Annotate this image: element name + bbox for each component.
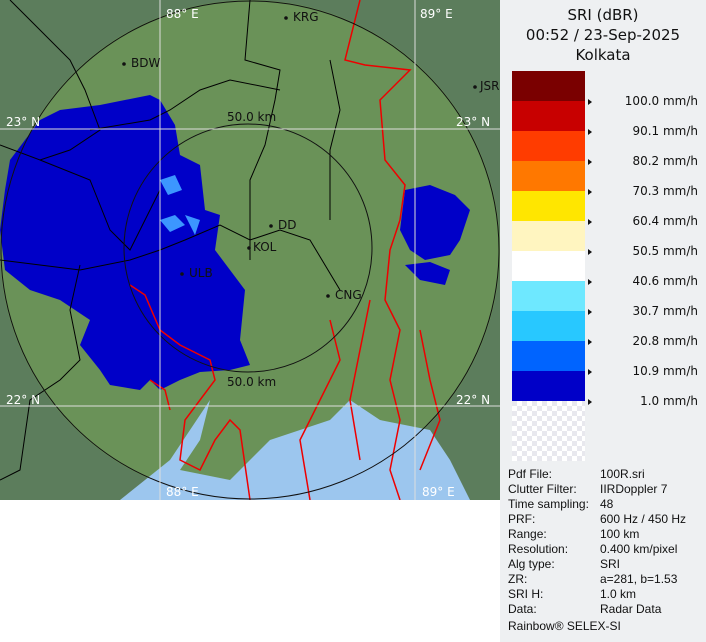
info-value: 0.400 km/pixel — [600, 542, 678, 556]
info-row: SRI H: 1.0 km — [508, 587, 636, 602]
info-value: 1.0 km — [600, 587, 637, 601]
info-value: Radar Data — [600, 602, 662, 616]
info-value: 100R.sri — [600, 467, 645, 481]
city-jsr: JSR — [479, 79, 500, 93]
radar-map[interactable]: 88° E 89° E 88° E 89° E 23° N 23° N 22° … — [0, 0, 500, 500]
info-row: Resolution: 0.400 km/pixel — [508, 542, 677, 557]
info-value: a=281, b=1.53 — [600, 572, 678, 586]
info-row: Alg type: SRI — [508, 557, 620, 572]
info-row: PRF: 600 Hz / 450 Hz — [508, 512, 686, 527]
lon-label-top-89: 89° E — [420, 7, 453, 21]
lon-label-bottom-88: 88° E — [166, 485, 199, 499]
info-row: Time sampling: 48 — [508, 497, 613, 512]
legend-label: 10.9 mm/h — [588, 364, 706, 378]
info-row: Pdf File: 100R.sri — [508, 467, 645, 482]
city-krg: KRG — [293, 10, 319, 24]
timestamp: 00:52 / 23-Sep-2025 — [525, 26, 681, 44]
info-value: 48 — [600, 497, 614, 511]
info-key: Resolution: — [508, 542, 569, 556]
info-key: Range: — [508, 527, 547, 541]
info-key: Time sampling: — [508, 497, 589, 511]
range-ring-label-top: 50.0 km — [227, 110, 276, 124]
info-value: 600 Hz / 450 Hz — [600, 512, 687, 526]
city-bdw: BDW — [131, 56, 160, 70]
city-markers: BDW KRG JSR DD KOL ULB CNG — [122, 10, 500, 302]
legend-band — [512, 161, 585, 191]
graticule — [0, 0, 500, 500]
district-borders — [0, 0, 341, 481]
legend-label: 1.0 mm/h — [588, 394, 706, 408]
range-ring-inner — [123, 123, 373, 373]
legend-band — [512, 221, 585, 251]
legend-label: 30.7 mm/h — [588, 304, 706, 318]
lat-label-right-23: 23° N — [456, 115, 490, 129]
legend-band — [512, 71, 585, 101]
info-key: Alg type: — [508, 557, 555, 571]
city-ulb: ULB — [189, 266, 213, 280]
site-name: Kolkata — [575, 46, 631, 64]
info-value: SRI — [600, 557, 621, 571]
city-dd: DD — [278, 218, 296, 232]
legend-label: 50.5 mm/h — [588, 244, 706, 258]
info-key: Clutter Filter: — [508, 482, 577, 496]
legend-band — [512, 371, 585, 401]
water-bay — [120, 400, 470, 500]
range-ring-outer — [0, 0, 500, 500]
legend-panel: SRI (dBR) 00:52 / 23-Sep-2025 Kolkata 10… — [500, 0, 706, 642]
lat-label-right-22: 22° N — [456, 393, 490, 407]
lat-label-left-23: 23° N — [6, 115, 40, 129]
info-value: IIRDoppler 7 — [600, 482, 668, 496]
info-key: Data: — [508, 602, 537, 616]
info-row: Range: 100 km — [508, 527, 639, 542]
city-cng: CNG — [335, 288, 362, 302]
info-key: ZR: — [508, 572, 528, 586]
range-ring-label-bottom: 50.0 km — [227, 375, 276, 389]
rain-moderate — [160, 175, 200, 235]
legend-label: 80.2 mm/h — [588, 154, 706, 168]
lon-label-bottom-89: 89° E — [422, 485, 455, 499]
info-key: PRF: — [508, 512, 536, 526]
info-value: 100 km — [600, 527, 640, 541]
footer-brand: Rainbow® SELEX-SI — [508, 619, 621, 633]
info-key: Pdf File: — [508, 467, 553, 481]
legend-band — [512, 251, 585, 281]
info-key: SRI H: — [508, 587, 544, 601]
legend-band — [512, 101, 585, 131]
rivers-border — [129, 0, 441, 500]
info-row: Data: Radar Data — [508, 602, 661, 617]
legend-band — [512, 311, 585, 341]
legend-band — [512, 131, 585, 161]
rain-area-east-2 — [405, 262, 450, 285]
lat-label-left-22: 22° N — [6, 393, 40, 407]
legend-band — [512, 191, 585, 221]
legend-band — [512, 341, 585, 371]
city-kol: KOL — [253, 240, 277, 254]
legend-label: 90.1 mm/h — [588, 124, 706, 138]
legend-label: 20.8 mm/h — [588, 334, 706, 348]
legend-no-data-band — [512, 401, 585, 461]
rain-area-east — [400, 185, 470, 260]
info-row: ZR: a=281, b=1.53 — [508, 572, 677, 587]
info-row: Clutter Filter: IIRDoppler 7 — [508, 482, 667, 497]
legend-label: 40.6 mm/h — [588, 274, 706, 288]
legend-label: 60.4 mm/h — [588, 214, 706, 228]
lon-label-top-88: 88° E — [166, 7, 199, 21]
legend-band — [512, 281, 585, 311]
product-title: SRI (dBR) — [567, 6, 639, 24]
legend-label: 70.3 mm/h — [588, 184, 706, 198]
legend-label: 100.0 mm/h — [588, 94, 706, 108]
